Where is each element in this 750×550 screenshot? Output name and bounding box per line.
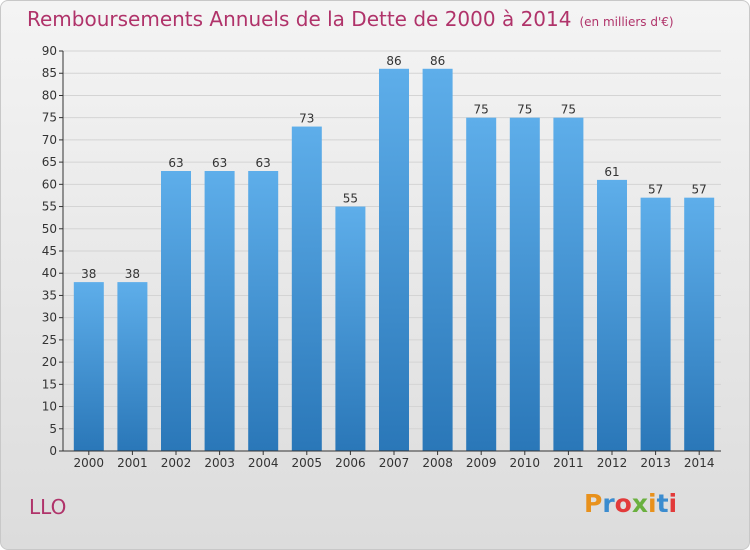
y-tick-label: 65 — [42, 155, 57, 169]
y-tick-label: 0 — [49, 444, 57, 458]
y-tick-label: 55 — [42, 200, 57, 214]
bar-2010 — [509, 117, 540, 452]
x-tick-label-2010: 2010 — [510, 456, 541, 470]
data-label-2003: 63 — [212, 156, 227, 170]
data-label-2005: 73 — [299, 112, 314, 126]
y-tick-label: 5 — [49, 422, 57, 436]
y-tick-label: 85 — [42, 66, 57, 80]
bar-2014 — [684, 197, 715, 451]
logo-letter: t — [656, 489, 669, 518]
x-tick-label-2002: 2002 — [161, 456, 192, 470]
label-layer: 38 38 63 63 63 73 55 86 86 75 75 75 61 57 57 — [81, 54, 707, 281]
logo-letter: i — [668, 489, 678, 518]
data-label-2001: 38 — [125, 267, 140, 281]
data-label-2014: 57 — [692, 183, 707, 197]
bar-2004 — [248, 171, 279, 451]
data-label-2008: 86 — [430, 54, 445, 68]
data-label-2002: 63 — [168, 156, 183, 170]
y-tick-label: 90 — [42, 44, 57, 58]
bar-2002 — [161, 171, 191, 451]
data-label-2010: 75 — [517, 103, 532, 117]
x-tick-label-2001: 2001 — [117, 456, 148, 470]
bar-2009 — [466, 117, 497, 452]
x-tick-label-2009: 2009 — [466, 456, 497, 470]
y-tick-label: 20 — [42, 355, 57, 369]
y-tick-label: 25 — [42, 333, 57, 347]
y-tick-label: 15 — [42, 377, 57, 391]
y-tick-label: 50 — [42, 222, 57, 236]
data-label-2007: 86 — [386, 54, 401, 68]
data-label-2011: 75 — [561, 103, 576, 117]
data-label-2000: 38 — [81, 267, 96, 281]
x-tick-label-2003: 2003 — [204, 456, 235, 470]
proxiti-logo: Proxiti — [584, 489, 677, 518]
x-tick-label-2006: 2006 — [335, 456, 366, 470]
data-label-2004: 63 — [256, 156, 271, 170]
chart-title: Remboursements Annuels de la Dette de 20… — [27, 7, 674, 31]
logo-letter: i — [648, 489, 657, 518]
x-tick-label-2012: 2012 — [597, 456, 628, 470]
data-label-2009: 75 — [474, 103, 489, 117]
data-label-2006: 55 — [343, 192, 358, 206]
y-tick-label: 80 — [42, 88, 57, 102]
y-tick-label: 40 — [42, 266, 57, 280]
x-tick-label-2000: 2000 — [74, 456, 105, 470]
x-tick-label-2013: 2013 — [640, 456, 671, 470]
bar-layer — [73, 68, 715, 452]
x-tick-label-2004: 2004 — [248, 456, 279, 470]
bar-2011 — [553, 117, 584, 452]
bar-2008 — [422, 68, 453, 452]
x-tick-label-2011: 2011 — [553, 456, 584, 470]
y-tick-label: 45 — [42, 244, 57, 258]
commune-name: LLO — [29, 495, 67, 519]
data-label-2013: 57 — [648, 183, 663, 197]
x-tick-label-2008: 2008 — [422, 456, 453, 470]
y-tick-label: 30 — [42, 311, 57, 325]
y-tick-label: 70 — [42, 133, 57, 147]
logo-letter: P — [584, 489, 603, 518]
x-tick-label-2014: 2014 — [684, 456, 715, 470]
y-tick-label: 75 — [42, 111, 57, 125]
bar-2007 — [379, 68, 409, 452]
bar-2003 — [204, 171, 235, 451]
y-tick-label: 10 — [42, 400, 57, 414]
bar-2013 — [640, 197, 671, 451]
bar-2006 — [335, 206, 366, 451]
logo-letter: x — [631, 489, 648, 518]
data-label-2012: 61 — [604, 165, 619, 179]
y-tick-label: 35 — [42, 288, 57, 302]
axis-layer: 0 5 10 15 20 25 30 35 40 45 50 55 60 65 70 75 80 85 90 2000… — [42, 44, 721, 470]
logo-letter: o — [614, 489, 632, 518]
chart-subtitle: (en milliers d'€) — [579, 15, 674, 29]
x-tick-label-2005: 2005 — [292, 456, 323, 470]
bar-2000 — [73, 282, 104, 451]
bar-2001 — [117, 282, 148, 451]
logo-letter: r — [602, 489, 615, 518]
y-tick-label: 60 — [42, 177, 57, 191]
bar-2005 — [291, 126, 322, 452]
bar-2012 — [597, 179, 627, 451]
x-tick-label-2007: 2007 — [379, 456, 410, 470]
